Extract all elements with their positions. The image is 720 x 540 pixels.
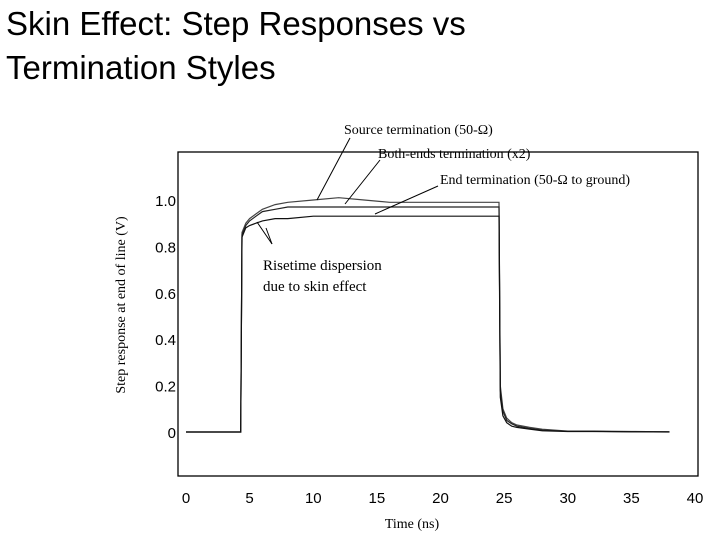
y-tick-label: 0.2 [155, 379, 176, 396]
y-tick-label: 0 [168, 425, 176, 442]
x-tick-label: 30 [559, 490, 576, 507]
leader-source [316, 137, 351, 201]
annotation-risetime-dispersion: Risetime dispersion [263, 258, 382, 274]
slide-title: Skin Effect: Step Responses vs Terminati… [6, 2, 606, 90]
slide-title-line-1: Skin Effect: Step Responses vs [6, 5, 466, 42]
leader-dispersion-1 [256, 221, 273, 245]
series-line-1 [186, 197, 670, 433]
y-tick-label: 0.6 [155, 286, 176, 303]
y-axis-label: Step response at end of line (V) [114, 216, 129, 394]
series-line-3 [186, 215, 670, 433]
y-tick-label: 0.4 [155, 332, 176, 349]
x-tick-label: 35 [623, 490, 640, 507]
annotation-both-ends-termination: Both-ends termination (x2) [378, 147, 531, 162]
x-tick-labels: 0 5 10 15 20 25 30 35 40 [182, 490, 704, 507]
x-tick-label: 10 [305, 490, 322, 507]
x-axis-label: Time (ns) [385, 517, 440, 532]
y-tick-label: 0.8 [155, 239, 176, 256]
x-tick-label: 5 [245, 490, 253, 507]
x-tick-label: 25 [496, 490, 513, 507]
x-tick-label: 0 [182, 490, 190, 507]
x-tick-label: 15 [369, 490, 386, 507]
series-line-2 [186, 206, 670, 433]
dispersion-callout-box [245, 243, 435, 315]
annotation-source-termination: Source termination (50-Ω) [344, 123, 493, 138]
leader-end [374, 185, 439, 215]
leader-both-ends [344, 159, 381, 205]
y-tick-label: 1.0 [155, 193, 176, 210]
x-tick-label: 20 [432, 490, 449, 507]
x-tick-label: 40 [687, 490, 704, 507]
y-tick-labels: 0 0.2 0.4 0.6 0.8 1.0 [155, 193, 176, 442]
annotation-end-termination: End termination (50-Ω to ground) [440, 173, 630, 188]
series-layer [186, 197, 670, 433]
annotation-skin-effect: due to skin effect [263, 279, 367, 295]
slide-title-line-2: Termination Styles [6, 49, 276, 86]
leader-dispersion-2 [265, 227, 273, 245]
